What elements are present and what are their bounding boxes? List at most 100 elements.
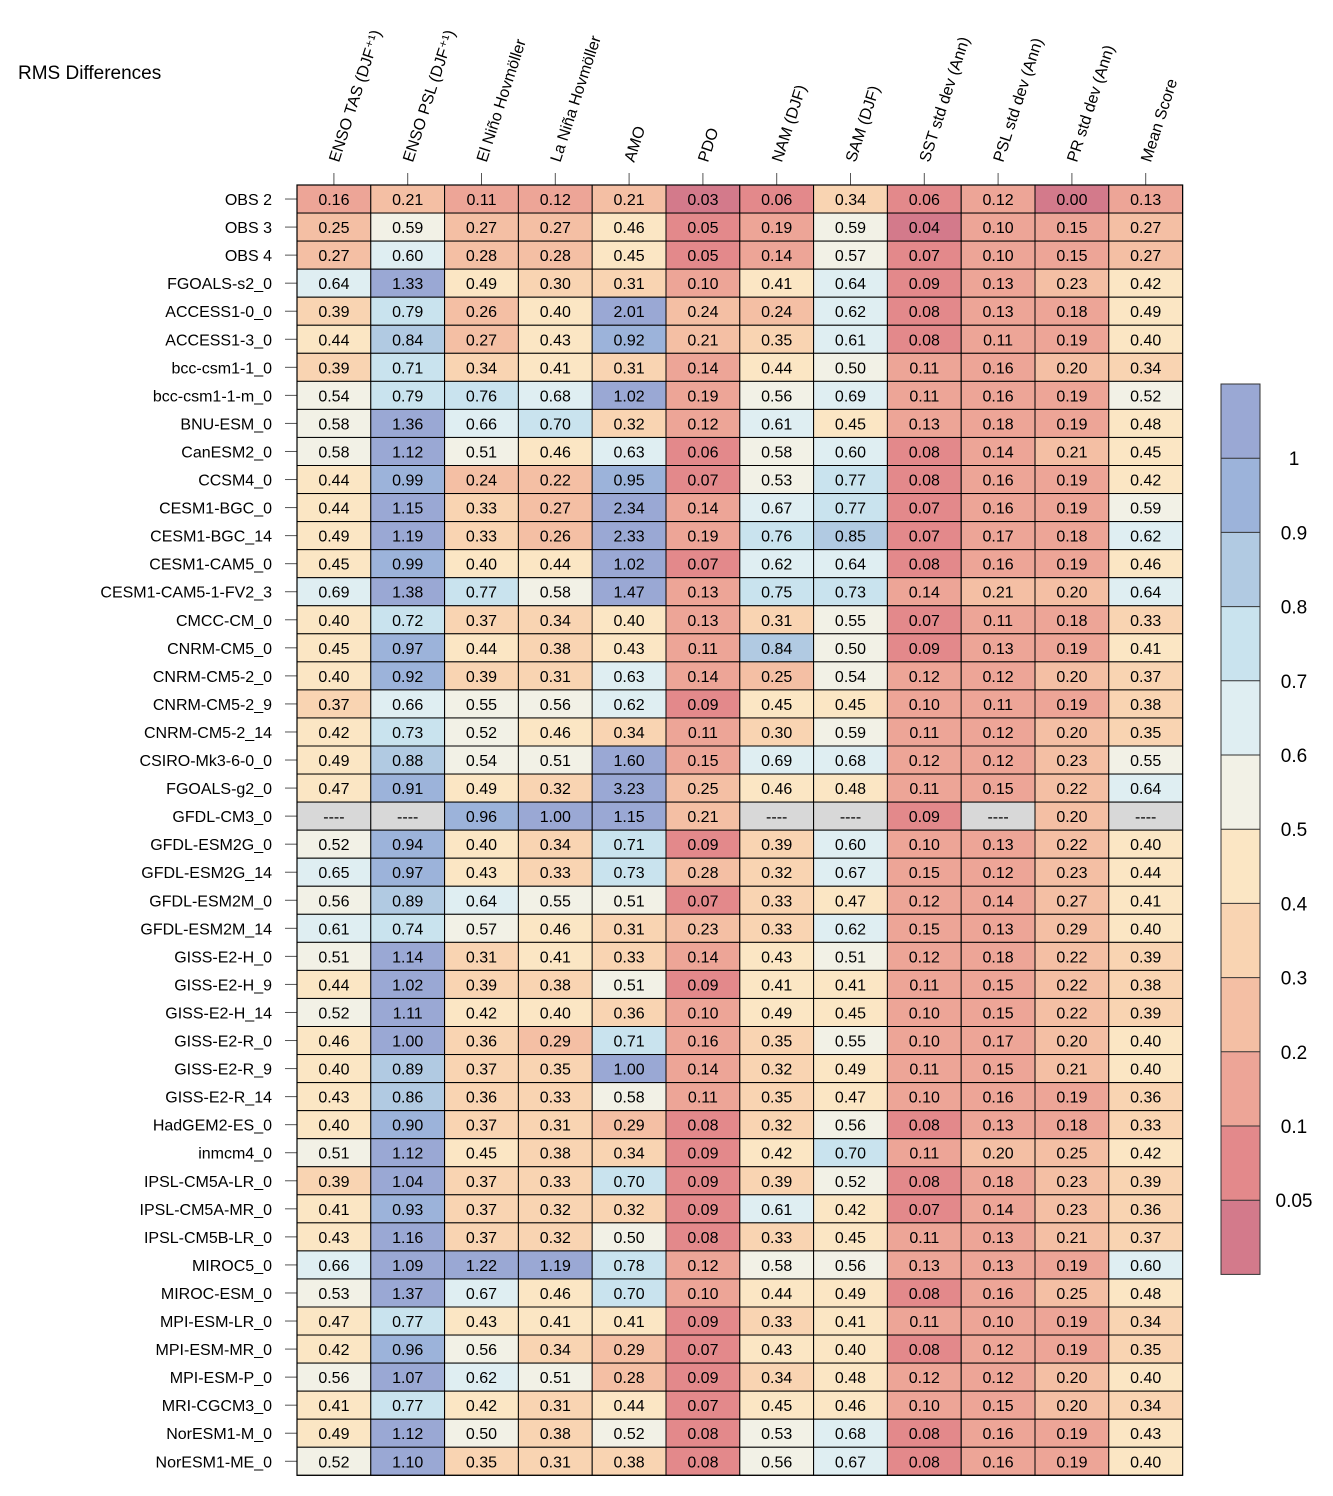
cell-value: 0.40 [318, 613, 349, 630]
heatmap-cell [444, 436, 519, 467]
heatmap-cell [517, 408, 593, 438]
cell-value: 1.07 [392, 1370, 423, 1387]
cell-value: 0.49 [466, 781, 497, 798]
heatmap-cell [1034, 1278, 1110, 1308]
heatmap-cell [960, 212, 1036, 242]
cell-value: 0.15 [983, 1398, 1014, 1415]
heatmap-cell [886, 436, 962, 467]
cell-value: 0.77 [392, 1314, 423, 1331]
row-label: ACCESS1-0_0 [165, 304, 272, 321]
cell-value: 0.21 [1056, 1062, 1087, 1079]
cell-value: 0.58 [540, 585, 571, 602]
heatmap-cell [886, 1110, 962, 1140]
cell-value: 0.16 [983, 388, 1014, 405]
heatmap-cell [517, 773, 593, 803]
heatmap-frame [296, 184, 1184, 1476]
cell-value: 1.11 [393, 1005, 423, 1022]
cell-value: 0.07 [687, 1398, 718, 1415]
cell-value: 0.77 [835, 501, 866, 518]
cell-value: 0.08 [909, 444, 940, 461]
cell-value: 0.40 [614, 613, 645, 630]
cell-value: 0.38 [1130, 697, 1161, 714]
heatmap-cell [1108, 717, 1184, 747]
heatmap-cell [665, 1334, 741, 1364]
cell-value: 0.34 [1130, 1314, 1161, 1331]
heatmap-cell [1108, 773, 1184, 803]
cell-value: 1.60 [614, 753, 645, 770]
column-headers: ENSO TAS (DJF⁺¹) ENSO PSL (DJF⁺¹) El Niño … [327, 28, 1181, 185]
colorbar-label: 0.1 [1281, 1117, 1307, 1138]
cell-value: 0.35 [761, 1090, 792, 1107]
cell-value: 0.26 [540, 529, 571, 546]
heatmap-cell [591, 1222, 667, 1252]
heatmap-cell [813, 1166, 888, 1196]
cell-value: 0.34 [466, 360, 497, 377]
cell-value: ---- [987, 809, 1008, 826]
cell-value: 0.36 [1130, 1202, 1161, 1219]
cell-value: 0.29 [540, 1034, 571, 1051]
cell-value: 0.43 [466, 1314, 497, 1331]
cell-value: 1.19 [392, 529, 423, 546]
heatmap-cell [665, 661, 741, 691]
cell-value: 0.43 [614, 641, 645, 658]
cell-value: 0.41 [540, 1314, 571, 1331]
cell-value: 0.52 [318, 1454, 349, 1471]
heatmap-cell [1034, 1082, 1110, 1112]
cell-value: 0.07 [909, 1202, 940, 1219]
cell-value: 0.31 [614, 921, 645, 938]
colorbar-label: 0.5 [1281, 820, 1307, 841]
heatmap-cell [517, 1278, 593, 1308]
cell-value: 0.44 [466, 641, 497, 658]
cell-value: 0.35 [761, 332, 792, 349]
heatmap-cell [591, 969, 667, 999]
heatmap-cell [296, 661, 372, 691]
heatmap-cell [739, 436, 815, 467]
cell-value: 0.10 [983, 248, 1014, 265]
cell-value: 0.52 [466, 725, 497, 742]
row-label: CESM1-CAM5_0 [149, 557, 272, 574]
cell-value: 0.52 [1130, 388, 1161, 405]
cell-value: 0.49 [761, 1005, 792, 1022]
cell-value: 0.27 [540, 220, 571, 237]
heatmap-cell [517, 352, 593, 382]
heatmap-cell [813, 1222, 888, 1252]
heatmap-cell [591, 324, 667, 354]
cell-value: 0.44 [318, 473, 349, 490]
cell-value: 0.71 [614, 1034, 645, 1051]
cell-value: ---- [840, 809, 861, 826]
cell-value: 0.10 [909, 1034, 940, 1051]
heatmap-cell [370, 829, 446, 859]
cell-value: 0.44 [318, 501, 349, 518]
row-label: GISS-E2-H_9 [174, 977, 272, 994]
heatmap-cell [444, 352, 519, 382]
cell-value: 0.88 [392, 753, 423, 770]
cell-value: 0.33 [540, 1174, 571, 1191]
row-label: ACCESS1-3_0 [165, 332, 272, 349]
heatmap-cell [296, 829, 372, 859]
cell-value: 0.40 [318, 669, 349, 686]
heatmap-cell [1108, 1418, 1184, 1448]
heatmap-cell [1034, 240, 1110, 270]
cell-value: 0.09 [909, 276, 940, 293]
cell-value: 0.39 [466, 977, 497, 994]
cell-value: 0.60 [835, 837, 866, 854]
cell-value: 0.38 [540, 977, 571, 994]
cell-value: 0.22 [540, 473, 571, 490]
cell-value: 0.93 [392, 1202, 423, 1219]
row-label: FGOALS-s2_0 [167, 276, 272, 293]
cell-value: 0.14 [983, 444, 1014, 461]
heatmap-cell [444, 408, 519, 438]
heatmap-cell [591, 1278, 667, 1308]
heatmap-cell [960, 1194, 1036, 1224]
cell-value: 0.40 [466, 837, 497, 854]
cell-value: 0.84 [392, 332, 423, 349]
heatmap-cell [1108, 745, 1184, 775]
heatmap-cell [370, 1278, 446, 1308]
heatmap-cell [886, 352, 962, 382]
cell-value: 0.45 [318, 557, 349, 574]
cell-value: 0.31 [540, 1454, 571, 1471]
cell-value: 0.44 [614, 1398, 645, 1415]
heatmap-cell [1108, 1446, 1184, 1476]
cell-value: 0.09 [687, 1202, 718, 1219]
cell-value: 0.27 [1056, 893, 1087, 910]
